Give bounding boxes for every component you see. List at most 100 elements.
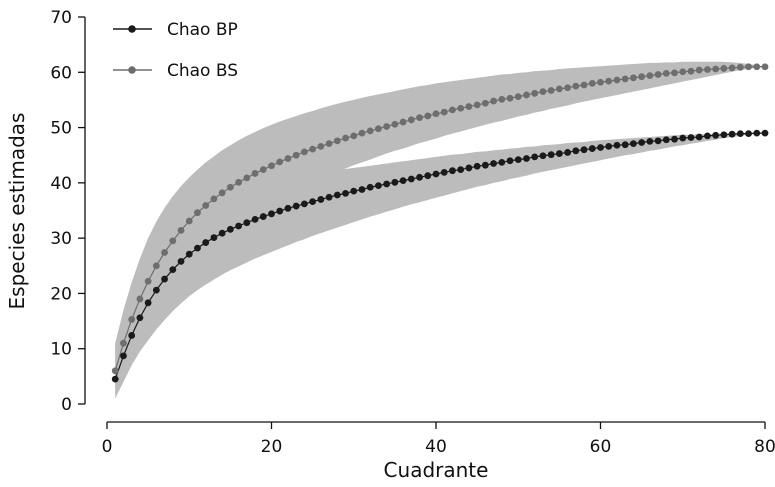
chao-bs-point xyxy=(597,78,604,86)
chao-bs-point xyxy=(580,81,588,89)
chao-bs-point xyxy=(712,65,720,73)
chao-bp-point xyxy=(120,352,127,360)
chao-bs-point xyxy=(185,217,193,225)
chao-bs-point xyxy=(720,65,728,72)
chao-bs-point xyxy=(407,116,415,124)
chao-bs-point xyxy=(292,151,300,159)
chao-bp-point xyxy=(366,183,374,191)
y-axis-ticks: 0 10 20 30 40 50 60 70 xyxy=(50,8,85,415)
chao-bp-point xyxy=(301,200,308,208)
chao-bp-point xyxy=(342,189,349,197)
chao-bp-point xyxy=(736,130,744,138)
legend: Chao BP Chao BS xyxy=(113,20,238,81)
y-tick-label: 70 xyxy=(50,8,72,28)
legend-label-chao-bs: Chao BS xyxy=(167,61,238,81)
chao-bs-point xyxy=(120,339,127,347)
chao-bs-point xyxy=(202,202,210,209)
chao-bp-point xyxy=(407,175,415,183)
chao-bp-point xyxy=(416,173,423,181)
chao-bp-point xyxy=(169,266,177,274)
chao-bp-point xyxy=(325,193,333,201)
chao-bs-point xyxy=(514,93,522,101)
chao-bp-point xyxy=(259,213,267,220)
chao-bs-point xyxy=(268,162,275,170)
chao-bp-point xyxy=(679,134,687,142)
chao-bs-point xyxy=(564,84,571,92)
chao-bs-point xyxy=(736,63,744,71)
chao-bp-point xyxy=(235,222,243,230)
chao-bs-point xyxy=(432,110,440,118)
chao-bs-point xyxy=(671,69,678,77)
chao-bp-point xyxy=(720,131,728,139)
chao-bp-point xyxy=(695,133,703,141)
chao-bs-point xyxy=(638,73,646,81)
chao-bs-point xyxy=(547,87,555,94)
chao-bs-point xyxy=(399,118,407,126)
chao-bs-point xyxy=(194,209,201,217)
chao-bs-point xyxy=(728,64,736,72)
chao-bs-point xyxy=(333,137,341,145)
chao-bs-point xyxy=(572,82,580,90)
chao-bp-confidence-band xyxy=(115,133,766,399)
chao-bs-point xyxy=(506,94,514,102)
chao-bp-point xyxy=(662,136,670,144)
chao-bs-point xyxy=(235,178,243,186)
chao-bs-point xyxy=(490,97,497,105)
chao-bp-point xyxy=(210,234,218,241)
chao-bp-point xyxy=(276,207,284,215)
chao-bp-point xyxy=(597,144,604,151)
chao-bs-point xyxy=(662,69,670,77)
chao-bp-point xyxy=(317,196,325,203)
y-tick-label: 10 xyxy=(50,340,72,360)
chao-bs-point xyxy=(375,125,382,133)
chao-bp-point xyxy=(646,137,654,145)
chao-bp-point xyxy=(473,162,481,170)
y-tick-label: 0 xyxy=(61,395,72,415)
legend-label-chao-bp: Chao BP xyxy=(167,20,238,40)
chao-bp-point xyxy=(498,159,506,166)
chao-bp-point xyxy=(449,167,456,175)
chao-bs-point xyxy=(555,85,563,93)
y-axis-title: Especies estimadas xyxy=(5,113,29,310)
chao-bp-point xyxy=(185,250,193,258)
chao-bs-point xyxy=(177,227,185,234)
chao-bp-point xyxy=(399,177,407,185)
chao-bp-point xyxy=(753,129,761,137)
legend-marker-chao-bp xyxy=(128,25,136,33)
chao-bp-point xyxy=(152,286,160,294)
chao-bs-point xyxy=(111,367,119,375)
chao-bp-point xyxy=(531,153,539,161)
legend-item-chao-bs: Chao BS xyxy=(113,61,238,81)
confidence-bands xyxy=(115,61,766,399)
chao-bp-point xyxy=(251,215,259,223)
chao-bp-point xyxy=(391,178,399,186)
chao-bs-point xyxy=(226,183,234,191)
x-tick-label: 40 xyxy=(425,437,447,457)
chao-bp-point xyxy=(333,191,341,199)
chao-bs-point xyxy=(523,91,530,99)
chao-bp-point xyxy=(506,157,514,165)
chao-bs-point xyxy=(325,140,333,148)
chao-bs-point xyxy=(473,101,481,109)
chao-bp-point xyxy=(161,275,168,283)
chao-bs-point xyxy=(210,195,218,203)
chao-bp-point xyxy=(375,182,382,190)
chao-bp-point xyxy=(226,225,234,233)
chao-bp-point xyxy=(481,161,489,169)
chao-bp-point xyxy=(555,150,563,157)
chao-bs-point xyxy=(687,67,695,75)
chao-bp-point xyxy=(177,257,185,265)
y-tick-label: 60 xyxy=(50,63,72,83)
chao-bs-point xyxy=(391,120,399,128)
chao-bs-point xyxy=(317,142,325,150)
chao-bs-point xyxy=(449,106,456,114)
chao-bp-point xyxy=(432,170,440,178)
chao-bs-point xyxy=(630,74,637,82)
x-tick-label: 60 xyxy=(590,437,612,457)
chao-bs-point xyxy=(457,104,465,112)
chao-bs-point xyxy=(745,63,752,71)
chao-bp-point xyxy=(457,166,465,173)
chao-bs-confidence-band xyxy=(115,61,766,393)
chao-bp-point xyxy=(490,160,497,167)
chao-bp-point xyxy=(202,239,210,246)
